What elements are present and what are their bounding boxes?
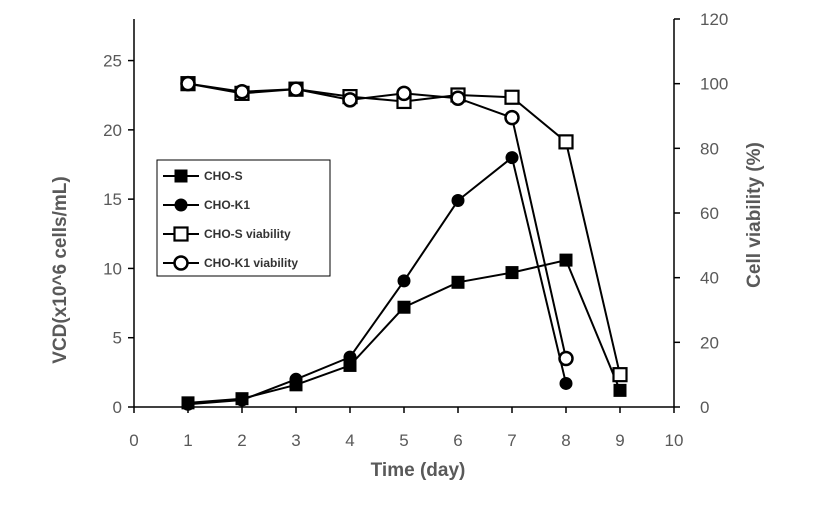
legend-marker [174,169,188,183]
x-tick-label: 8 [561,431,570,450]
data-point [505,151,519,165]
y2-tick-label: 80 [700,139,719,158]
y2-tick-label: 120 [700,10,728,29]
legend-marker [174,198,188,212]
data-point [181,397,195,411]
legend-item: CHO-K1 viability [163,255,298,271]
y-tick-label: 0 [113,398,122,417]
x-tick-label: 3 [291,431,300,450]
x-tick-label: 1 [183,431,192,450]
legend-label: CHO-S viability [204,227,291,241]
data-point [559,376,573,390]
data-point [289,372,303,386]
data-point [505,266,519,280]
data-point [613,383,627,397]
data-point [397,274,411,288]
y2-tick-label: 60 [700,204,719,223]
legend-label: CHO-K1 viability [204,256,298,270]
data-point [504,109,520,126]
data-point [235,393,249,407]
y-axis-title: VCD(x10^6 cells/mL) [50,176,71,363]
y-tick-label: 10 [103,259,122,278]
series-2 [181,151,573,411]
data-point [180,75,196,92]
series-line [187,155,567,406]
legend: CHO-S CHO-K1 CHO-S viability CHO-K1 viabili… [156,159,331,277]
x-tick-label: 10 [665,431,684,450]
y-tick-label: 15 [103,190,122,209]
legend-item: CHO-K1 [163,198,250,212]
data-point [504,89,520,105]
y-tick-label: 20 [103,121,122,140]
y2-tick-label: 20 [700,333,719,352]
x-tick-label: 7 [507,431,516,450]
x-tick-label: 2 [237,431,246,450]
data-point [559,253,573,267]
x-tick-label: 9 [615,431,624,450]
data-point [558,350,574,367]
data-point [397,300,411,314]
x-tick-label: 0 [129,431,138,450]
legend-item: CHO-S viability [163,226,291,242]
legend-item: CHO-S [163,169,243,183]
series-line [187,82,567,359]
legend-label: CHO-S [204,169,243,183]
x-tick-label: 6 [453,431,462,450]
y-tick-label: 5 [113,329,122,348]
y-tick-label: 25 [103,52,122,71]
series-layer [180,75,628,411]
axes [128,18,680,413]
y2-tick-label: 40 [700,269,719,288]
data-point [342,92,358,108]
x-tick-label: 4 [345,431,354,450]
y2-axis-title: Cell viability (%) [744,142,765,288]
data-point [234,84,250,100]
y2-tick-label: 0 [700,398,709,417]
data-point [558,134,574,150]
legend-label: CHO-K1 [204,198,250,212]
series-4 [180,75,574,367]
data-point [396,85,412,102]
data-point [288,81,304,97]
data-point [343,350,357,364]
data-point [450,90,466,106]
data-point [451,194,465,208]
legend-marker [173,226,189,242]
data-point [451,275,465,289]
y2-tick-label: 100 [700,75,728,94]
x-tick-label: 5 [399,431,408,450]
legend-marker [173,255,189,271]
data-point [612,367,628,383]
x-axis-title: Time (day) [371,460,466,481]
